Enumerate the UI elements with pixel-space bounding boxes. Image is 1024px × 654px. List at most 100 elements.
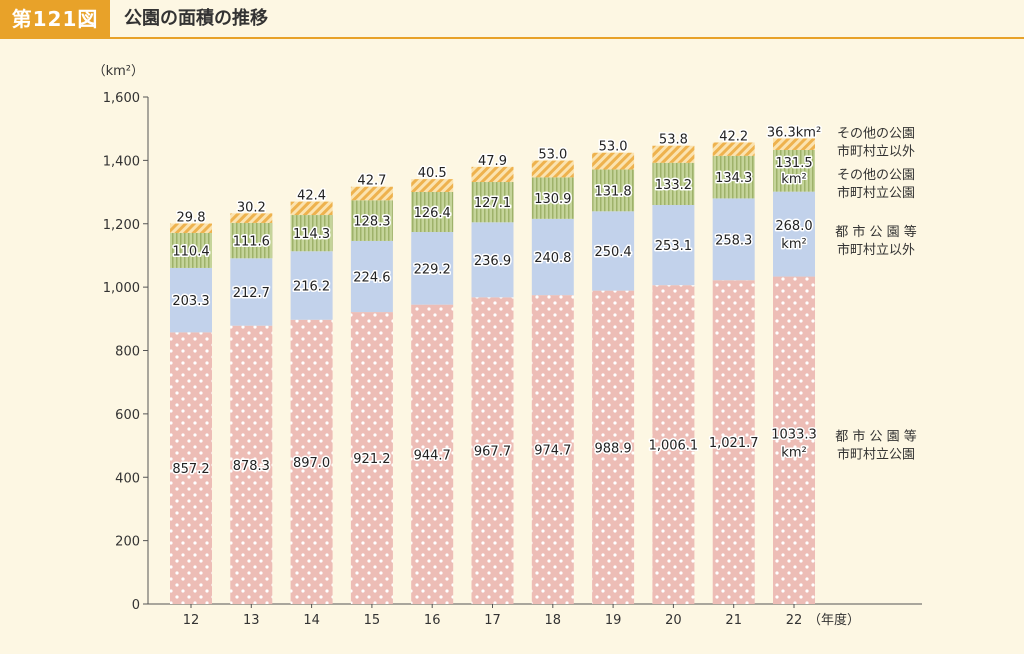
bar-segment-city_park_municipal [652,285,695,604]
data-label-city_park_municipal: 974.7 [534,444,571,459]
data-label-other_park_municipal: 131.8 [594,184,631,199]
data-label-city_park_other: 229.2 [414,262,451,277]
y-tick-label: 1,000 [103,281,140,296]
data-label-city_park_municipal: 944.7 [414,448,451,463]
y-tick-label: 0 [132,598,140,613]
legend-entry-other_park_municipal: 市町村立公園 [837,185,915,201]
data-label-other_park_municipal: 110.4 [172,244,209,259]
x-tick-label: 20 [665,613,682,628]
x-tick-label: 17 [484,613,501,628]
x-tick-label: 13 [243,613,260,628]
x-tick-label: 18 [545,613,562,628]
bar-segment-city_park_municipal [411,304,454,604]
bar-segment-city_park_municipal [471,297,514,604]
legend-entry-other_park_municipal: その他の公園 [837,168,915,183]
data-label-other_park_municipal: 127.1 [474,196,511,211]
data-label-other_park_other: 30.2 [237,200,266,215]
x-tick-label: 19 [605,613,622,628]
data-label-other_park_other: 47.9 [478,154,507,169]
data-label-other_park_municipal: 133.2 [655,178,692,193]
y-tick-label: 400 [115,471,140,486]
bar-segment-other_park_municipal [170,232,212,268]
legend-entry-other_park_other: 市町村立以外 [837,143,915,159]
data-label-city_park_municipal: 967.7 [474,445,511,460]
bar-segment-other_park_other [170,223,212,233]
bar-segment-other_park_municipal [592,169,635,212]
data-label-other_park_other: 42.4 [297,189,326,204]
bar-segment-other_park_other [471,166,514,183]
data-label-other_park_other: 36.3km² [767,125,821,140]
data-label-city_park_other: 224.6 [353,271,390,286]
data-label-unit: km² [781,172,806,187]
bar-segment-city_park_other [411,232,454,305]
figure-number-badge: 第121図 [0,0,110,38]
legend-entry-city_park_municipal: 市町村立公園 [837,446,915,462]
data-label-city_park_municipal: 1033.3 [771,427,817,442]
y-tick-label: 1,400 [103,154,140,169]
data-label-city_park_municipal: 878.3 [233,459,270,474]
figure-header: 第121図 公園の面積の推移 [0,0,1024,39]
bar-segment-city_park_other [230,258,273,326]
data-label-other_park_other: 42.2 [719,129,748,144]
data-label-other_park_municipal: 134.3 [715,171,752,186]
data-label-city_park_municipal: 1,021.7 [709,436,759,451]
data-label-other_park_municipal: 111.6 [233,235,270,250]
bar-segment-other_park_municipal [531,177,574,219]
data-label-other_park_municipal: 126.4 [414,206,451,221]
data-label-city_park_other: 203.3 [172,294,209,309]
data-label-city_park_other: 258.3 [715,233,752,248]
y-tick-label: 1,600 [103,91,140,106]
legend-entry-other_park_other: その他の公園 [837,126,915,141]
data-label-other_park_other: 53.0 [599,140,628,155]
x-tick-label: 14 [303,613,320,628]
data-label-city_park_municipal: 897.0 [293,456,330,471]
bar-segment-other_park_other [712,142,755,156]
data-label-other_park_other: 53.8 [659,133,688,148]
legend-entry-city_park_municipal: 都 市 公 園 等 [835,428,917,444]
bar-segment-city_park_other [652,204,695,286]
data-label-unit: km² [781,445,806,460]
data-label-other_park_municipal: 130.9 [534,192,571,207]
bar-segment-city_park_municipal [592,290,635,604]
data-label-city_park_other: 250.4 [594,245,631,260]
data-label-other_park_municipal: 114.3 [293,227,330,242]
x-tick-label: 12 [183,613,200,628]
bar-segment-city_park_municipal [290,319,333,604]
y-tick-label: 800 [115,345,140,360]
bar-segment-other_park_municipal [230,222,273,259]
bar-segment-other_park_other [652,145,695,163]
bar-segment-city_park_municipal [350,312,393,604]
bar-segment-city_park_other [170,267,212,333]
bar-segment-other_park_other [592,152,635,170]
data-label-other_park_other: 53.0 [538,148,567,163]
data-label-city_park_other: 216.2 [293,280,330,295]
bar-segment-other_park_municipal [712,155,755,199]
bar-segment-other_park_municipal [471,182,514,223]
data-label-city_park_municipal: 1,006.1 [649,439,699,454]
bar-segment-city_park_other [290,251,333,320]
data-label-city_park_municipal: 921.2 [353,452,390,467]
x-tick-label: 15 [364,613,381,628]
y-tick-label: 600 [115,408,140,423]
header-divider [0,37,1024,39]
data-label-other_park_municipal: 128.3 [353,215,390,230]
data-label-city_park_municipal: 857.2 [172,462,209,477]
data-label-city_park_other: 236.9 [474,254,511,269]
bar-segment-city_park_municipal [531,295,574,604]
data-label-other_park_municipal: 131.5 [775,156,812,171]
bar-segment-other_park_other [773,138,815,150]
bar-segment-other_park_municipal [652,162,695,205]
bar-segment-other_park_other [411,179,454,192]
bar-segment-other_park_other [230,213,273,223]
bar-segment-city_park_other [712,198,755,281]
data-label-other_park_other: 29.8 [177,211,206,226]
bar-segment-other_park_other [350,186,393,201]
data-label-other_park_other: 40.5 [418,166,447,181]
bar-segment-other_park_municipal [350,200,393,241]
bar-segment-city_park_municipal [773,276,815,604]
figure-title: 公園の面積の推移 [124,8,268,29]
bar-segment-other_park_other [290,201,333,216]
bar-segment-city_park_municipal [170,332,212,604]
x-axis-suffix-label: （年度） [808,612,860,628]
